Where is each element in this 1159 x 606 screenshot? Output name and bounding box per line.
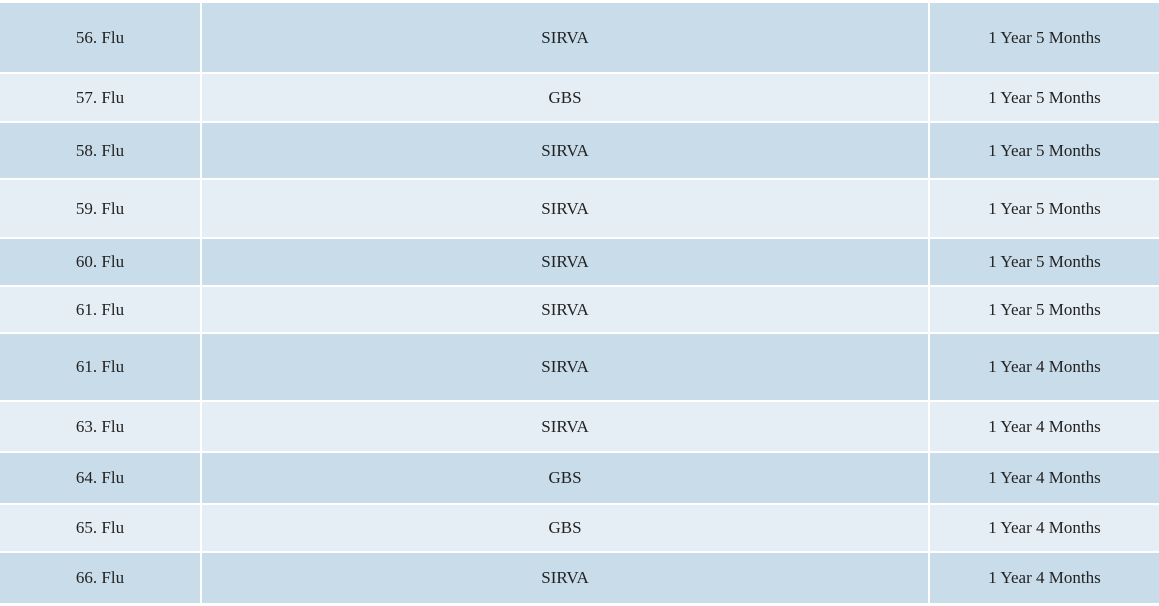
table-cell: 59. Flu [0,180,200,237]
table-row: 64. Flu GBS 1 Year 4 Months [0,453,1159,503]
table-row: 57. Flu GBS 1 Year 5 Months [0,74,1159,121]
table-cell: 56. Flu [0,3,200,72]
table-cell: 64. Flu [0,453,200,503]
table-row: 65. Flu GBS 1 Year 4 Months [0,505,1159,551]
table-row: 66. Flu SIRVA 1 Year 4 Months [0,553,1159,603]
table-cell: 1 Year 5 Months [930,74,1159,121]
table-cell: 65. Flu [0,505,200,551]
table-cell: 63. Flu [0,402,200,451]
table-cell: 1 Year 4 Months [930,402,1159,451]
table-row: 60. Flu SIRVA 1 Year 5 Months [0,239,1159,285]
table-cell: 1 Year 4 Months [930,453,1159,503]
table-cell: 66. Flu [0,553,200,603]
table-row: 58. Flu SIRVA 1 Year 5 Months [0,123,1159,178]
table: 56. Flu SIRVA 1 Year 5 Months 57. Flu GBS 1 Y… [0,3,1159,605]
table-cell: 61. Flu [0,287,200,332]
table-cell: GBS [202,453,928,503]
table-cell: SIRVA [202,3,928,72]
table-cell: 1 Year 4 Months [930,553,1159,603]
table-cell: 1 Year 5 Months [930,123,1159,178]
table-cell: 57. Flu [0,74,200,121]
table-cell: 1 Year 5 Months [930,239,1159,285]
table-cell: 1 Year 5 Months [930,180,1159,237]
table-cell: 61. Flu [0,334,200,400]
table-row: 59. Flu SIRVA 1 Year 5 Months [0,180,1159,237]
table-cell: SIRVA [202,334,928,400]
table-cell: SIRVA [202,123,928,178]
table-cell: SIRVA [202,180,928,237]
table-row: 63. Flu SIRVA 1 Year 4 Months [0,402,1159,451]
table-cell: 1 Year 5 Months [930,287,1159,332]
table-cell: SIRVA [202,553,928,603]
table-cell: 1 Year 5 Months [930,3,1159,72]
table-cell: SIRVA [202,239,928,285]
table-cell: SIRVA [202,402,928,451]
table-row: 61. Flu SIRVA 1 Year 5 Months [0,287,1159,332]
table-row: 61. Flu SIRVA 1 Year 4 Months [0,334,1159,400]
table-cell: GBS [202,505,928,551]
table-cell: 1 Year 4 Months [930,505,1159,551]
table-cell: SIRVA [202,287,928,332]
table-row: 56. Flu SIRVA 1 Year 5 Months [0,3,1159,72]
table-cell: 60. Flu [0,239,200,285]
table-cell: 1 Year 4 Months [930,334,1159,400]
table-cell: 58. Flu [0,123,200,178]
table-cell: GBS [202,74,928,121]
